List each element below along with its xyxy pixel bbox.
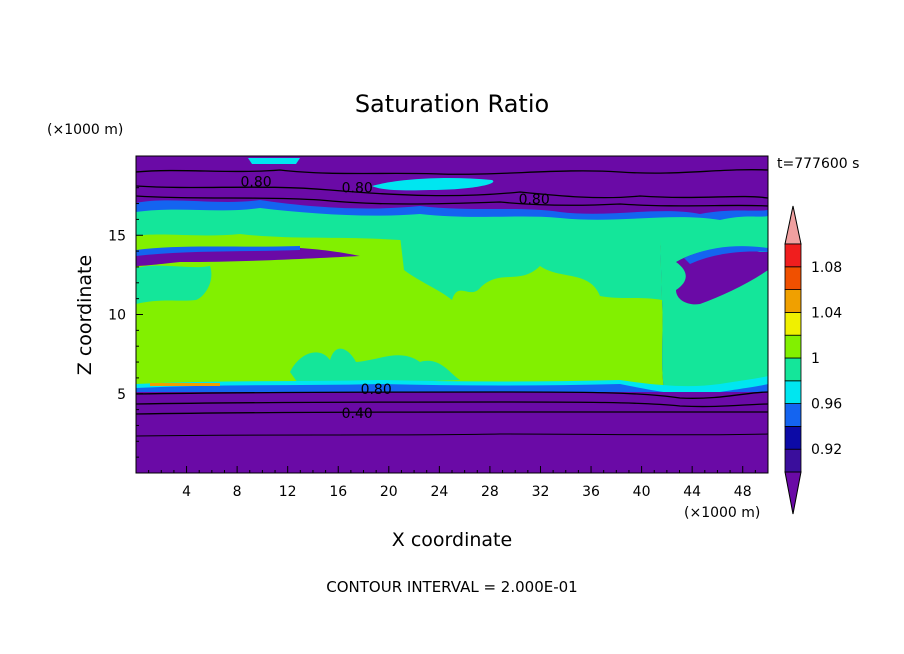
right-anvil [676,248,768,305]
x-tick-label: 36 [582,484,600,500]
colorbar-label: 0.96 [811,397,842,413]
contour-label: 0.80 [519,192,550,208]
y-tick-label: 15 [108,228,126,244]
plot-area: 0.80 0.80 0.80 0.80 0.40 [136,156,768,473]
cloud-edge-cyan-left [136,265,212,304]
colorbar-bin [784,266,802,290]
contour-label: 0.80 [240,174,271,190]
colorbar-bin [784,243,802,268]
contour-label: 0.80 [361,382,392,398]
colorbar-bin [784,357,802,382]
y-axis-unit: (×1000 m) [47,122,123,138]
x-tick-label: 20 [380,484,398,500]
dry-streak [136,248,360,266]
colorbar-under-triangle [784,471,802,515]
time-label: t=777600 s [777,156,859,172]
warm-streak [150,383,220,386]
colorbar: 0.92 0.96 1 1.04 1.08 [784,205,842,515]
thin-cyan-streak [372,178,494,191]
x-tick-label: 8 [233,484,242,500]
x-tick-label: 24 [430,484,448,500]
colorbar-bin [784,334,802,359]
x-tick-label: 28 [481,484,499,500]
y-axis-label: Z coordinate [74,255,96,375]
contour-label: 0.40 [342,406,373,422]
colorbar-bin [784,403,802,427]
colorbar-bin [784,311,802,336]
x-tick-label: 4 [182,484,191,500]
colorbar-bin [784,380,802,404]
x-axis: 4 8 12 16 20 24 28 32 36 40 44 48 [148,466,756,500]
colorbar-bin [784,448,802,473]
x-axis-unit: (×1000 m) [684,505,760,521]
y-axis: 5 10 15 [108,171,143,458]
dry-streak-edge [136,246,300,256]
contour-label: 0.80 [342,181,373,197]
lower-dark-band [136,392,768,473]
colorbar-label: 1.04 [811,305,842,321]
x-tick-label: 32 [532,484,550,500]
cloud-edge-cyan-mid [400,234,662,300]
y-tick-label: 5 [117,387,126,403]
x-axis-label: X coordinate [392,529,512,551]
colorbar-label: 1.08 [811,260,842,276]
colorbar-bin [784,289,802,313]
x-tick-label: 40 [633,484,651,500]
y-tick-label: 10 [108,308,126,324]
x-tick-label: 12 [279,484,297,500]
x-tick-label: 44 [683,484,701,500]
contour-label-layer: 0.80 0.80 0.80 0.80 0.40 [240,174,550,422]
colorbar-label: 1 [811,351,820,367]
contour-interval-note: CONTOUR INTERVAL = 2.000E-01 [326,578,577,596]
contour-lines [136,169,768,437]
cyan-spots-lower [290,348,460,386]
top-cyan-spot [248,158,300,164]
chart-title: Saturation Ratio [355,90,549,118]
x-tick-label: 48 [734,484,752,500]
colorbar-label: 0.92 [811,442,842,458]
right-anvil-edge [684,246,768,264]
colorbar-over-triangle [784,205,802,245]
colorbar-bin [784,425,802,450]
cloud-layer [136,234,664,390]
x-tick-label: 16 [329,484,347,500]
